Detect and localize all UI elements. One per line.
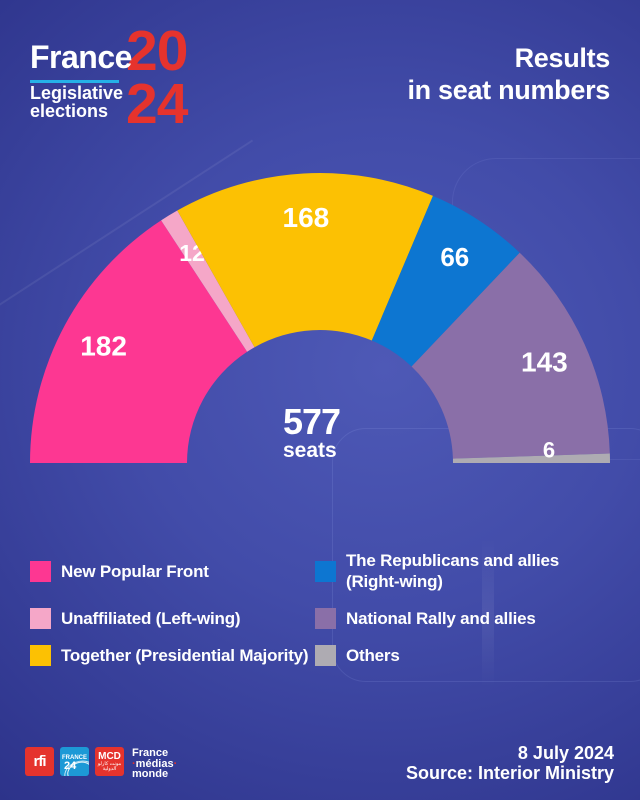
logo-year: 20 24 bbox=[126, 23, 188, 133]
legend-label: National Rally and allies bbox=[346, 609, 536, 628]
chart-value-label: 182 bbox=[80, 331, 127, 362]
legend-swatch bbox=[315, 560, 336, 582]
legend-swatch bbox=[30, 560, 51, 582]
logo-year-top: 20 bbox=[126, 19, 188, 83]
rfi-logo: rfi bbox=[25, 747, 54, 776]
page-title-line1: Results bbox=[514, 43, 611, 73]
chart-segment-unaffiliated-left-wing bbox=[161, 210, 255, 352]
page-title: Results in seat numbers bbox=[407, 42, 610, 106]
chart-segment-new-popular-front bbox=[30, 220, 248, 463]
logo-brand: France bbox=[30, 39, 132, 75]
legend-swatch bbox=[315, 645, 336, 666]
fmm-dot: · bbox=[132, 757, 136, 770]
legend-label: Together (Presidential Majority) bbox=[61, 646, 309, 665]
source-note: Source: Interior Ministry bbox=[405, 763, 614, 783]
legend-swatch bbox=[30, 608, 51, 629]
logo-underline bbox=[30, 80, 119, 83]
legend-item: New Popular Front bbox=[30, 550, 315, 592]
mcd-logo: MCD مونت كارلو الدولية bbox=[95, 747, 124, 776]
france2024-logo: 20 24 France Legislative elections bbox=[30, 23, 250, 136]
logo-year-bottom: 24 bbox=[126, 72, 188, 136]
date-source: 8 July 2024 Source: Interior Ministry bbox=[406, 743, 614, 783]
legend-item: Others bbox=[315, 645, 615, 666]
legend-swatch bbox=[30, 645, 51, 666]
chart-segment-the-republicans-and-allies-right-wing bbox=[371, 195, 520, 367]
legend-label: New Popular Front bbox=[61, 561, 209, 581]
chart-value-label: 143 bbox=[521, 347, 568, 378]
france24-logo: FRANCE 24 bbox=[60, 747, 89, 776]
chart-segment-others bbox=[452, 453, 610, 463]
legend-label: Unaffiliated (Left-wing) bbox=[61, 609, 241, 628]
legend-label: Others bbox=[346, 646, 400, 665]
legend-item: Unaffiliated (Left-wing) bbox=[30, 608, 315, 629]
legend: New Popular Front The Republicans and al… bbox=[30, 550, 615, 666]
chart-value-label: 6 bbox=[543, 438, 555, 463]
logo-subtitle: Legislative elections bbox=[30, 83, 124, 121]
legend-label: The Republicans and allies (Right-wing) bbox=[346, 551, 560, 591]
publisher-logos: rfi FRANCE 24 MCD مونت كارلو الدولية Fra… bbox=[25, 747, 177, 780]
publication-date: 8 July 2024 bbox=[517, 743, 614, 763]
chart-value-label: 168 bbox=[283, 202, 330, 233]
chart-value-label: 66 bbox=[440, 242, 469, 272]
legend-item: National Rally and allies bbox=[315, 608, 615, 629]
chart-segment-national-rally-and-allies bbox=[411, 252, 610, 459]
legend-swatch bbox=[315, 608, 336, 629]
total-seats-unit: seats bbox=[283, 439, 337, 462]
page-title-line2: in seat numbers bbox=[407, 75, 610, 105]
legend-item: The Republicans and allies (Right-wing) bbox=[315, 550, 615, 592]
legend-item: Together (Presidential Majority) bbox=[30, 645, 315, 666]
total-seats-value: 577 bbox=[283, 401, 341, 442]
total-seats: 577 seats bbox=[283, 401, 341, 462]
france-medias-monde-logo: France ·médias· monde bbox=[132, 747, 178, 780]
fmm-dot: · bbox=[173, 757, 178, 770]
chart-segment-together-presidential-majority bbox=[177, 172, 433, 348]
